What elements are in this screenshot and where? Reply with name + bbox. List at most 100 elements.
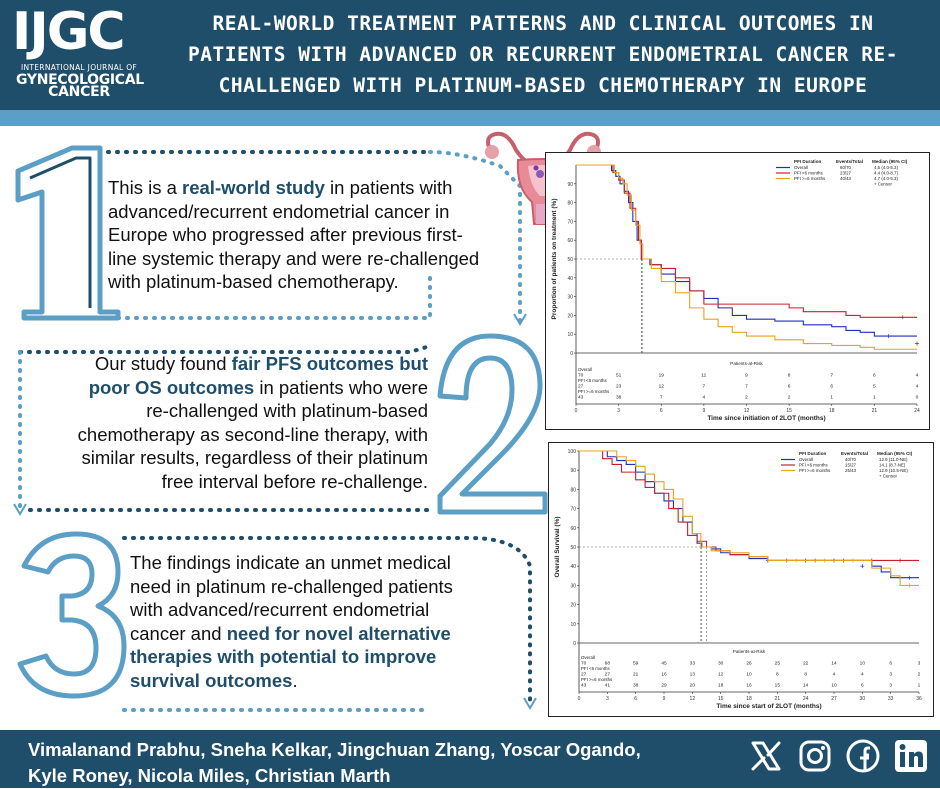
finding-3-line: The findings indicate an unmet medical (130, 551, 530, 575)
y-tick-label: 20 (570, 603, 576, 609)
legend-events: 40/43 (840, 176, 852, 181)
body-text: This is a (108, 177, 183, 198)
finding-1-line: advanced/recurrent endometrial cancer in (108, 200, 528, 224)
censor-mark (822, 558, 827, 563)
legend-events: 60/70 (840, 165, 852, 170)
instagram-icon[interactable] (797, 738, 833, 774)
y-tick-label: 80 (570, 487, 576, 493)
legend-label: PFI >=6 months (794, 176, 826, 181)
risk-value: 29 (661, 683, 667, 689)
risk-value: 38 (633, 683, 639, 689)
legend-median: 4.7 (4.0-5.3) (874, 176, 898, 181)
risk-value: 6 (861, 683, 864, 689)
body-text: Europe who progressed after previous fir… (108, 224, 463, 245)
legend-label: PFI <6 months (794, 171, 823, 176)
finding-2-line: poor OS outcomes in patients who were (20, 376, 428, 400)
finding-1-line: with platinum-based chemotherapy. (108, 270, 528, 294)
x-icon[interactable] (748, 738, 784, 774)
key-finding-1: This is a real-world study in patients w… (108, 176, 528, 294)
title-line: PATIENTS WITH ADVANCED OR RECURRENT ENDO… (188, 43, 898, 66)
y-tick-label: 10 (567, 332, 573, 338)
y-tick-label: 10 (570, 622, 576, 628)
y-tick-label: 60 (567, 238, 573, 244)
highlight-text: therapies with potential to improve (130, 646, 437, 667)
risk-table-title: Patients-at-Risk (733, 649, 766, 654)
legend-header: PFI Duration (799, 451, 827, 456)
risk-value: 45 (661, 661, 667, 667)
risk-value: 10 (831, 683, 837, 689)
y-tick-label: 70 (570, 507, 576, 513)
legend-events: 25/43 (845, 468, 857, 473)
risk-value: 2 (745, 395, 748, 401)
finding-3-line: therapies with potential to improve (130, 645, 530, 669)
journal-logo: IJGC (12, 2, 126, 62)
risk-value: 27 (605, 672, 611, 678)
x-tick-label: 9 (702, 408, 705, 414)
body-text: need in platinum re-challenged patients (130, 575, 453, 597)
risk-value: 4 (861, 672, 864, 678)
finding-1-line: This is a real-world study in patients w… (108, 176, 528, 200)
big-number-2 (437, 333, 548, 515)
risk-value: 70 (581, 661, 587, 667)
risk-value: 1 (873, 395, 876, 401)
dotted-connector-3 (122, 536, 532, 708)
legend-median: 4.6 (4.0-5.3) (874, 165, 898, 170)
highlight-text: real-world study (182, 177, 325, 198)
legend-header: Events/Total (836, 159, 863, 164)
body-text: in patients who were (254, 376, 428, 398)
risk-value: 7 (660, 395, 663, 401)
risk-value: 4 (916, 373, 919, 379)
big-number-3 (17, 531, 127, 699)
risk-value: 43 (581, 683, 587, 689)
risk-value: 16 (661, 672, 667, 678)
risk-value: 18 (718, 683, 724, 689)
title-line: REAL-WORLD TREATMENT PATTERNS AND CLINIC… (212, 12, 874, 35)
logo-subtitle-line-3: CANCER (48, 84, 110, 100)
facebook-icon[interactable] (845, 738, 881, 774)
y-tick-label: 50 (570, 545, 576, 551)
risk-value: 38 (616, 395, 622, 401)
y-tick-label: 40 (570, 564, 576, 570)
y-tick-label: 60 (570, 526, 576, 532)
risk-group-label: PFI >=6 months (581, 677, 613, 682)
x-tick-label: 6 (660, 408, 663, 414)
risk-value: 11 (701, 373, 706, 379)
x-tick-label: 24 (803, 696, 809, 702)
risk-value: 59 (633, 661, 639, 667)
risk-value: 12 (718, 672, 724, 678)
risk-value: 1 (918, 683, 921, 689)
body-text: re-challenged with platinum-based (146, 400, 428, 421)
risk-group-label: PFI <6 months (581, 666, 610, 671)
decorative-numbers (13, 145, 548, 712)
legend-events: 40/70 (845, 457, 857, 462)
risk-value: 19 (659, 373, 665, 379)
risk-value: 3 (918, 661, 921, 667)
y-tick-label: 70 (567, 219, 573, 225)
y-tick-label: 0 (573, 641, 576, 647)
risk-value: 27 (578, 384, 584, 390)
risk-value: 25 (775, 661, 781, 667)
censor-mark (886, 334, 891, 339)
x-tick-label: 33 (888, 696, 894, 702)
risk-group-label: PFI >=6 months (578, 389, 610, 394)
risk-value: 4 (703, 395, 706, 401)
risk-value: 5 (873, 384, 876, 390)
linkedin-icon[interactable] (893, 738, 929, 774)
risk-value: 9 (745, 373, 748, 379)
x-tick-label: 9 (663, 696, 666, 702)
body-text: line systemic therapy and were re-challe… (108, 247, 480, 269)
finding-2-line: free interval before re-challenge. (20, 470, 428, 494)
body-text: in patients with (324, 177, 453, 198)
legend-header: Median (95% CI) (872, 159, 908, 164)
km-series-2 (579, 450, 919, 586)
y-tick-label: 20 (567, 313, 573, 319)
km-series-1 (579, 450, 919, 561)
page-title: REAL-WORLD TREATMENT PATTERNS AND CLINIC… (168, 8, 918, 101)
arrow-down-icon (513, 313, 527, 326)
risk-value: 8 (776, 672, 779, 678)
risk-value: 3 (889, 683, 892, 689)
y-tick-label: 50 (567, 257, 573, 263)
finding-1-line: Europe who progressed after previous fir… (108, 223, 528, 247)
highlight-text: survival outcomes (130, 669, 293, 691)
